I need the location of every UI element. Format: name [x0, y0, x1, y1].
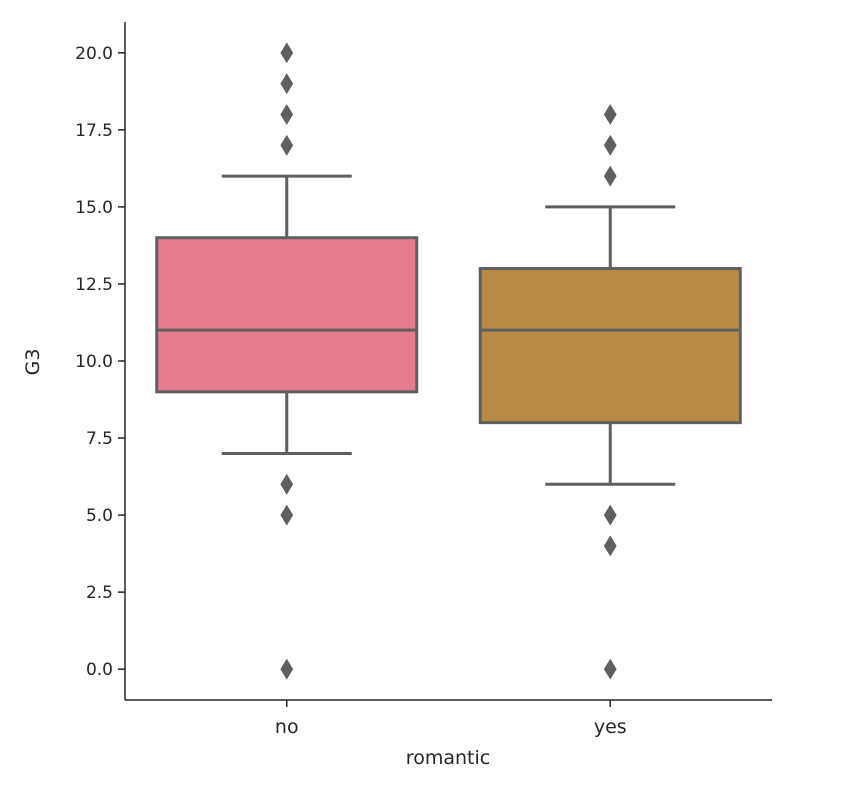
y-tick-label: 20.0: [75, 44, 113, 64]
outlier-point-no: [280, 473, 294, 495]
outlier-point-yes: [603, 165, 617, 187]
y-tick-label: 2.5: [86, 583, 113, 603]
y-tick-label: 10.0: [75, 352, 113, 372]
x-tick-label: no: [275, 716, 299, 738]
outlier-point-yes: [603, 104, 617, 125]
y-tick-label: 17.5: [75, 121, 113, 141]
outlier-point-yes: [603, 535, 617, 557]
outlier-point-no: [280, 73, 294, 95]
box-yes: [478, 267, 742, 425]
y-axis-label: G3: [22, 349, 44, 376]
y-tick-label: 12.5: [75, 275, 113, 295]
y-tick-label: 7.5: [86, 429, 113, 449]
outlier-point-no: [280, 42, 294, 64]
box-no: [155, 236, 419, 394]
y-tick-label: 5.0: [86, 506, 113, 526]
x-tick-label: yes: [594, 716, 627, 738]
outlier-point-no: [280, 104, 294, 125]
x-axis-label: romantic: [406, 747, 490, 769]
y-tick-label: 15.0: [75, 198, 113, 218]
outlier-point-no: [280, 658, 294, 680]
outlier-point-no: [280, 504, 294, 526]
outlier-point-yes: [603, 658, 617, 680]
outlier-point-no: [280, 134, 294, 156]
plot-marks: [155, 42, 742, 680]
outlier-point-yes: [603, 134, 617, 156]
axes: 0.0 2.5 5.0 7.5 10.0 12.5 15.0 17.5 20.0 no yes: [75, 22, 772, 738]
y-tick-label: 0.0: [86, 660, 113, 680]
outlier-point-yes: [603, 504, 617, 526]
